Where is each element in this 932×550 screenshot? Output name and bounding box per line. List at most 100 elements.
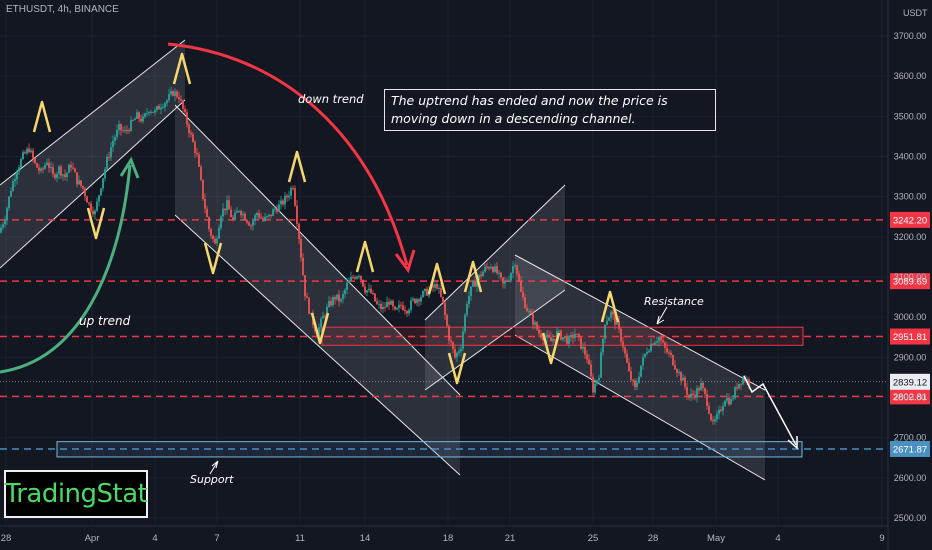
candle-body bbox=[36, 163, 38, 168]
candle-body bbox=[86, 196, 88, 203]
candle-body bbox=[554, 338, 556, 340]
tradingstat-logo: TradingStat bbox=[4, 470, 148, 518]
candle-body bbox=[376, 301, 378, 304]
candle-body bbox=[152, 111, 154, 113]
candle-body bbox=[478, 274, 480, 280]
candle-body bbox=[158, 106, 160, 110]
candle-body bbox=[404, 310, 406, 312]
candle-body bbox=[386, 301, 388, 308]
x-tick-label: May bbox=[707, 533, 725, 544]
candle-body bbox=[444, 302, 446, 316]
current-price-label: 2839.12 bbox=[893, 377, 927, 388]
candle-body bbox=[268, 214, 270, 217]
candle-body bbox=[146, 113, 148, 115]
candle-body bbox=[482, 271, 484, 277]
candle-body bbox=[172, 90, 174, 96]
candle-body bbox=[606, 320, 608, 325]
candle-body bbox=[56, 173, 58, 179]
candle-body bbox=[194, 142, 196, 153]
swing-high-marker bbox=[427, 262, 447, 295]
candle-body bbox=[372, 293, 374, 295]
candle-body bbox=[568, 337, 570, 344]
y-tick-label: 2500.00 bbox=[894, 513, 927, 523]
resistance-level-tag bbox=[890, 328, 930, 345]
candle-body bbox=[272, 209, 274, 216]
candle-body bbox=[700, 383, 702, 391]
candle-body bbox=[690, 393, 692, 398]
candle-body bbox=[450, 340, 452, 343]
candle-body bbox=[150, 111, 152, 113]
candle-body bbox=[726, 397, 728, 401]
y-tick-label: 2700.00 bbox=[894, 433, 927, 443]
candle-body bbox=[518, 273, 520, 281]
candle-body bbox=[346, 282, 348, 290]
candle-body bbox=[550, 337, 552, 342]
candle-body bbox=[366, 290, 368, 293]
level-label: 3089.69 bbox=[893, 277, 927, 288]
candle-body bbox=[258, 213, 260, 218]
candle-body bbox=[566, 336, 568, 344]
candle-body bbox=[378, 303, 380, 305]
candle-body bbox=[246, 220, 248, 223]
candle-body bbox=[676, 369, 678, 373]
candle-body bbox=[266, 216, 268, 218]
candle-body bbox=[74, 168, 76, 173]
y-tick-label: 2600.00 bbox=[894, 473, 927, 483]
candle-body bbox=[442, 296, 444, 303]
candle-body bbox=[576, 333, 578, 335]
candle-body bbox=[580, 337, 582, 349]
candle-body bbox=[122, 130, 124, 132]
candle-body bbox=[514, 265, 516, 267]
candle-body bbox=[546, 334, 548, 338]
candle-body bbox=[646, 352, 648, 354]
candle-body bbox=[290, 187, 292, 196]
candle-body bbox=[436, 284, 438, 289]
candle-body bbox=[710, 413, 712, 421]
swing-low-marker bbox=[447, 352, 467, 385]
candle-body bbox=[214, 238, 216, 244]
candle-body bbox=[130, 120, 132, 132]
candle-body bbox=[244, 213, 246, 221]
candle-body bbox=[440, 287, 442, 297]
candle-body bbox=[352, 277, 354, 279]
x-tick-label: Apr bbox=[85, 533, 100, 544]
channel-zone bbox=[0, 40, 185, 268]
candle-body bbox=[182, 100, 184, 109]
candle-body bbox=[304, 275, 306, 297]
candle-body bbox=[14, 179, 16, 182]
candle-body bbox=[558, 330, 560, 332]
candle-body bbox=[446, 315, 448, 326]
candle-body bbox=[620, 328, 622, 342]
candle-body bbox=[164, 102, 166, 108]
candle-body bbox=[390, 300, 392, 305]
candle-body bbox=[594, 383, 596, 393]
candle-body bbox=[126, 130, 128, 132]
candle-body bbox=[234, 212, 236, 220]
candle-body bbox=[696, 388, 698, 398]
swing-high-marker bbox=[287, 150, 307, 183]
candle-body bbox=[458, 351, 460, 353]
candle-body bbox=[534, 322, 536, 325]
candle-body bbox=[2, 224, 4, 228]
candle-body bbox=[406, 311, 408, 314]
candle-body bbox=[360, 275, 362, 280]
candle-body bbox=[248, 222, 250, 226]
annotation-marks: down trend up trend Resistance Support bbox=[0, 42, 798, 486]
candle-body bbox=[462, 331, 464, 349]
up-trend-arrow bbox=[0, 164, 132, 374]
candle-body bbox=[600, 352, 602, 378]
candle-body bbox=[412, 298, 414, 301]
candle-body bbox=[494, 266, 496, 272]
candle-body bbox=[250, 225, 252, 227]
channel-border bbox=[514, 254, 766, 391]
price-axis: 3242.20 3089.69 2951.81 2802.81 2671.87 2839.… bbox=[887, 0, 930, 550]
candle-body bbox=[298, 223, 300, 240]
candle-body bbox=[500, 272, 502, 278]
candle-body bbox=[348, 280, 350, 283]
candle-body bbox=[156, 106, 158, 111]
candle-body bbox=[328, 300, 330, 307]
candle-body bbox=[282, 200, 284, 205]
channel-border bbox=[174, 214, 461, 476]
candle-body bbox=[358, 275, 360, 277]
